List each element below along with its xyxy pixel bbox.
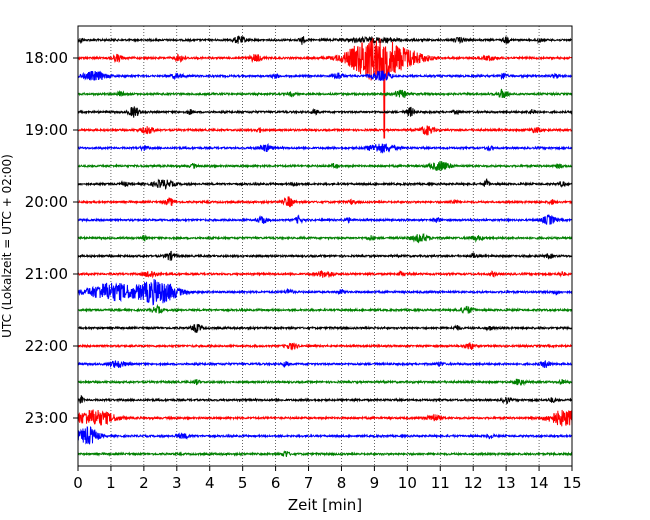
x-tick-label-10: 10 <box>398 474 417 492</box>
trace-group <box>78 35 572 458</box>
x-tick-label-11: 11 <box>431 474 450 492</box>
x-axis-ticks: 0 1 2 3 4 5 6 7 8 9 10 11 12 13 14 15 <box>73 466 582 492</box>
trace-2030 <box>78 232 572 244</box>
x-tick-label-4: 4 <box>205 474 215 492</box>
trace-2230 <box>78 378 572 387</box>
trace-2130 <box>78 303 572 314</box>
trace-1945 <box>78 178 572 190</box>
trace-2300 <box>78 409 572 427</box>
y-axis-label: UTC (Lokalzeit = UTC + 02:00) <box>0 154 14 338</box>
x-tick-label-3: 3 <box>172 474 182 492</box>
y-tick-label-1800: 18:00 <box>25 49 68 67</box>
x-tick-label-0: 0 <box>73 474 83 492</box>
trace-1800 <box>78 38 572 139</box>
plot-frame <box>77 25 573 467</box>
trace-1900 <box>78 125 572 137</box>
y-tick-label-1900: 19:00 <box>25 121 68 139</box>
trace-1845 <box>78 106 572 118</box>
x-tick-label-12: 12 <box>464 474 483 492</box>
x-tick-label-6: 6 <box>271 474 281 492</box>
x-tick-label-5: 5 <box>238 474 248 492</box>
x-tick-label-2: 2 <box>139 474 149 492</box>
trace-2000 <box>78 196 572 208</box>
trace-2145 <box>78 323 572 334</box>
trace-2200 <box>78 342 572 351</box>
trace-1745 <box>78 35 572 45</box>
x-axis-label: Zeit [min] <box>288 496 362 514</box>
y-tick-label-2300: 23:00 <box>25 409 68 427</box>
trace-1915 <box>78 142 572 154</box>
trace-2045 <box>78 250 572 261</box>
y-axis-ticks: 18:00 19:00 20:00 21:00 22:00 23:00 <box>25 49 78 427</box>
y-tick-label-2000: 20:00 <box>25 193 68 211</box>
x-tick-label-9: 9 <box>370 474 380 492</box>
trace-2315 <box>78 425 572 445</box>
trace-2100 <box>78 270 572 279</box>
trace-2245 <box>78 394 572 405</box>
x-tick-label-15: 15 <box>562 474 581 492</box>
vertical-grid-lines <box>110 26 540 466</box>
trace-1815 <box>78 70 572 81</box>
x-tick-label-14: 14 <box>530 474 549 492</box>
trace-1930 <box>78 160 572 171</box>
trace-2115 <box>78 279 572 306</box>
trace-2330 <box>78 450 572 458</box>
x-tick-label-1: 1 <box>106 474 116 492</box>
x-tick-label-13: 13 <box>497 474 516 492</box>
x-tick-label-8: 8 <box>337 474 347 492</box>
x-tick-label-7: 7 <box>304 474 314 492</box>
y-tick-label-2100: 21:00 <box>25 265 68 283</box>
trace-2215 <box>78 359 572 369</box>
y-tick-label-2200: 22:00 <box>25 337 68 355</box>
trace-1830 <box>78 88 572 99</box>
trace-2015 <box>78 214 572 225</box>
